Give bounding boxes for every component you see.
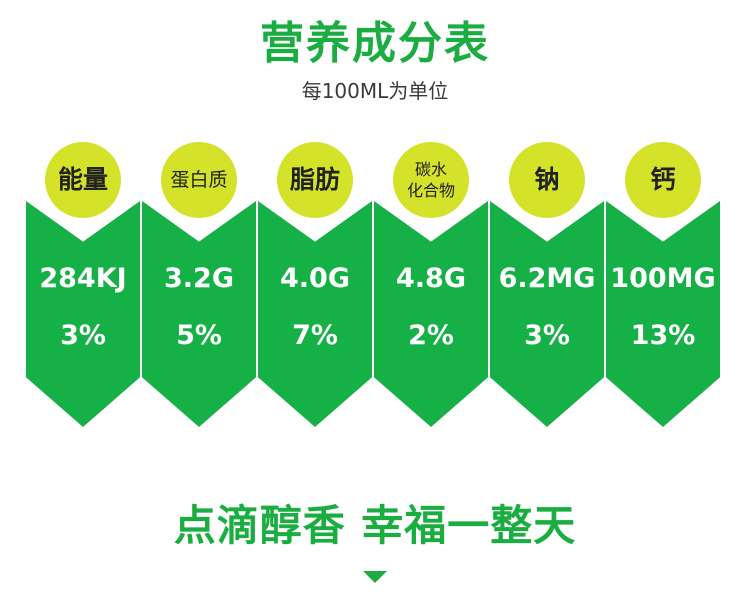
page-title: 营养成分表 xyxy=(260,18,490,69)
nutrient-amount: 284KJ xyxy=(39,263,127,294)
card-background xyxy=(374,201,488,427)
card-background xyxy=(258,201,372,427)
nutrient-amount: 4.8G xyxy=(396,263,466,294)
card-background xyxy=(142,201,256,427)
nutrient-name-badge: 蛋白质 xyxy=(161,142,237,218)
nutrient-name-badge: 碳水 化合物 xyxy=(393,142,469,218)
nutrient-card-sodium: 钠 6.2MG 3% xyxy=(490,139,604,429)
nutrient-name-badge: 钠 xyxy=(509,142,585,218)
nutrition-cards: 能量 284KJ 3% 蛋白质 3.2G 5% 脂肪 4.0G 7% 碳水 化合… xyxy=(26,139,720,429)
nutrient-percent: 13% xyxy=(630,320,696,351)
nutrient-card-calcium: 钙 100MG 13% xyxy=(606,139,720,429)
nutrient-percent: 7% xyxy=(292,320,338,351)
nutrient-amount: 100MG xyxy=(610,263,716,294)
nutrient-name-badge: 能量 xyxy=(45,142,121,218)
card-background xyxy=(606,201,720,427)
chevron-down-icon xyxy=(363,571,387,583)
nutrient-amount: 4.0G xyxy=(280,263,350,294)
nutrient-card-fat: 脂肪 4.0G 7% xyxy=(258,139,372,429)
nutrient-percent: 2% xyxy=(408,320,454,351)
card-background xyxy=(26,201,140,427)
card-background xyxy=(490,201,604,427)
slogan: 点滴醇香 幸福一整天 xyxy=(173,501,577,550)
nutrient-card-energy: 能量 284KJ 3% xyxy=(26,139,140,429)
nutrient-card-carbohydrate: 碳水 化合物 4.8G 2% xyxy=(374,139,488,429)
nutrient-name-badge: 钙 xyxy=(625,142,701,218)
nutrient-percent: 3% xyxy=(60,320,106,351)
nutrient-card-protein: 蛋白质 3.2G 5% xyxy=(142,139,256,429)
nutrient-amount: 6.2MG xyxy=(498,263,596,294)
nutrient-percent: 5% xyxy=(176,320,222,351)
page-subtitle: 每100ML为单位 xyxy=(301,79,449,103)
nutrient-percent: 3% xyxy=(524,320,570,351)
nutrient-amount: 3.2G xyxy=(164,263,234,294)
nutrient-name-badge: 脂肪 xyxy=(277,142,353,218)
